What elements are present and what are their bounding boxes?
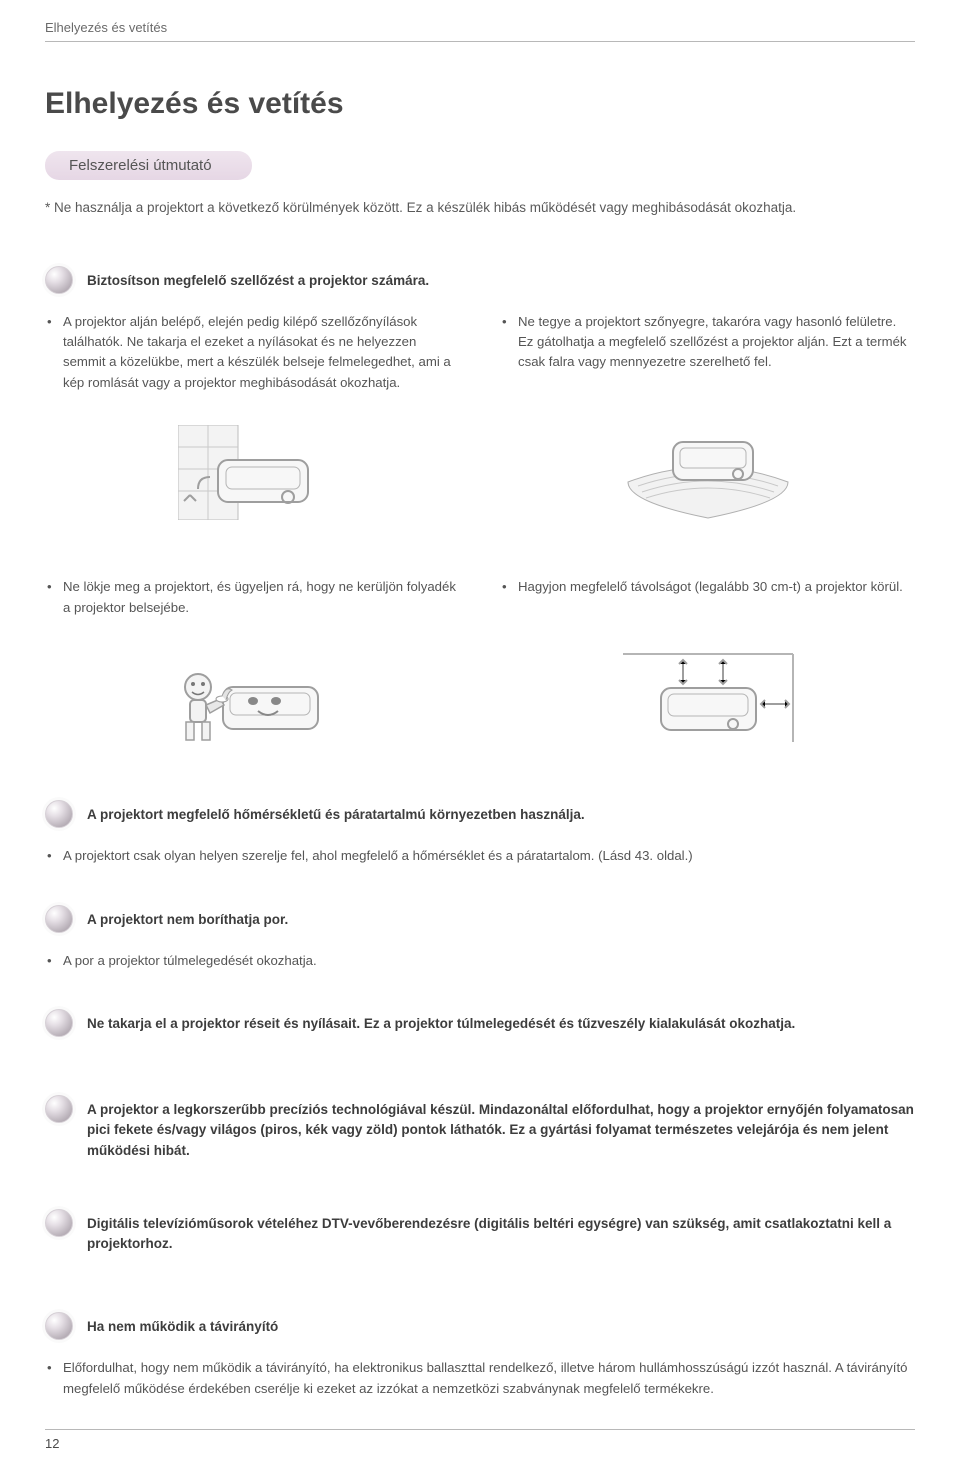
sphere-icon: [45, 905, 73, 933]
illustration: [45, 642, 460, 752]
section-heading: A projektort nem boríthatja por.: [45, 907, 915, 933]
projector-wall-icon: [178, 425, 328, 520]
sphere-icon: [45, 266, 73, 294]
sphere-icon: [45, 1209, 73, 1237]
bullet-item: A por a projektor túlmelegedését okozhat…: [45, 951, 915, 971]
section-heading-text: Ha nem működik a távirányító: [87, 1314, 278, 1337]
illustration-row: [45, 417, 915, 527]
illustration: [500, 417, 915, 527]
bullet-item: A projektor alján belépő, elején pedig k…: [45, 312, 460, 394]
column-right: Hagyjon megfelelő távolságot (legalább 3…: [500, 577, 915, 624]
column-right: Ne tegye a projektort szőnyegre, takarór…: [500, 312, 915, 400]
bullet-item: Előfordulhat, hogy nem működik a távirán…: [45, 1358, 915, 1399]
section-heading: A projektort megfelelő hőmérsékletű és p…: [45, 802, 915, 828]
sphere-icon: [45, 1095, 73, 1123]
section-heading-text: A projektor a legkorszerűbb precíziós te…: [87, 1097, 915, 1161]
illustration: [45, 417, 460, 527]
two-column-row: Ne lökje meg a projektort, és ügyeljen r…: [45, 577, 915, 624]
section-heading: Digitális televízióműsorok vételéhez DTV…: [45, 1211, 915, 1255]
page-container: Elhelyezés és vetítés Elhelyezés és vetí…: [0, 0, 960, 1471]
column-left: A projektor alján belépő, elején pedig k…: [45, 312, 460, 400]
page-number: 12: [45, 1436, 59, 1451]
sphere-icon: [45, 800, 73, 828]
bullet-item: Ne lökje meg a projektort, és ügyeljen r…: [45, 577, 460, 618]
intro-note: * Ne használja a projektort a következő …: [45, 198, 915, 218]
section-heading: Ne takarja el a projektor réseit és nyíl…: [45, 1011, 915, 1037]
projector-rug-icon: [618, 422, 798, 522]
running-header: Elhelyezés és vetítés: [45, 20, 915, 42]
illustration: [500, 642, 915, 752]
projector-spill-icon: [168, 647, 338, 747]
subtitle-pill: Felszerelési útmutató: [45, 151, 252, 180]
bullet-item: Ne tegye a projektort szőnyegre, takarór…: [500, 312, 915, 373]
section-heading-text: A projektort nem boríthatja por.: [87, 907, 288, 930]
section-heading: Biztosítson megfelelő szellőzést a proje…: [45, 268, 915, 294]
section-heading-text: Ne takarja el a projektor réseit és nyíl…: [87, 1011, 795, 1034]
sphere-icon: [45, 1009, 73, 1037]
section-heading-text: A projektort megfelelő hőmérsékletű és p…: [87, 802, 585, 825]
section-heading: Ha nem működik a távirányító: [45, 1314, 915, 1340]
projector-clearance-icon: [613, 642, 803, 752]
two-column-row: A projektor alján belépő, elején pedig k…: [45, 312, 915, 400]
section-heading-text: Biztosítson megfelelő szellőzést a proje…: [87, 268, 429, 291]
section-heading: A projektor a legkorszerűbb precíziós te…: [45, 1097, 915, 1161]
page-title: Elhelyezés és vetítés: [45, 87, 915, 121]
sphere-icon: [45, 1312, 73, 1340]
page-footer: 12: [45, 1429, 915, 1451]
column-left: Ne lökje meg a projektort, és ügyeljen r…: [45, 577, 460, 624]
bullet-item: A projektort csak olyan helyen szerelje …: [45, 846, 915, 866]
illustration-row: [45, 642, 915, 752]
bullet-item: Hagyjon megfelelő távolságot (legalább 3…: [500, 577, 915, 597]
section-heading-text: Digitális televízióműsorok vételéhez DTV…: [87, 1211, 915, 1255]
